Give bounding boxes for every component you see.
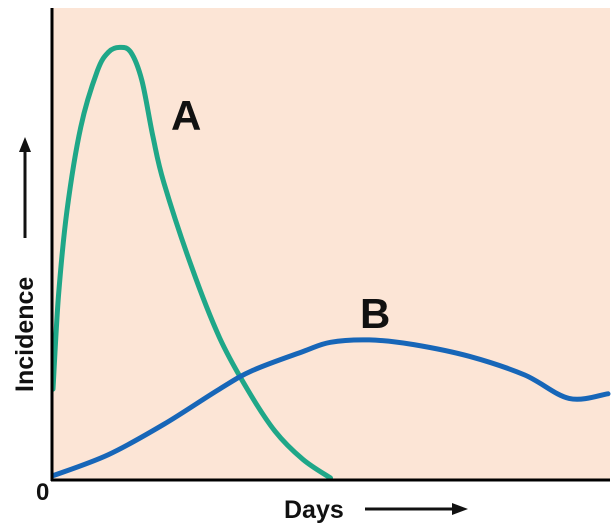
y-axis-label: Incidence xyxy=(11,277,39,392)
series-layer xyxy=(50,44,611,481)
plot-area xyxy=(52,8,610,480)
series-b-label: B xyxy=(360,290,390,337)
x-axis-arrow xyxy=(365,503,468,515)
series-a-label: A xyxy=(171,92,201,139)
series-a-line xyxy=(50,44,333,481)
x-axis-label: Days xyxy=(284,496,344,524)
origin-label: 0 xyxy=(36,479,49,506)
series-b-line xyxy=(50,337,611,479)
y-axis-arrow xyxy=(19,137,31,238)
